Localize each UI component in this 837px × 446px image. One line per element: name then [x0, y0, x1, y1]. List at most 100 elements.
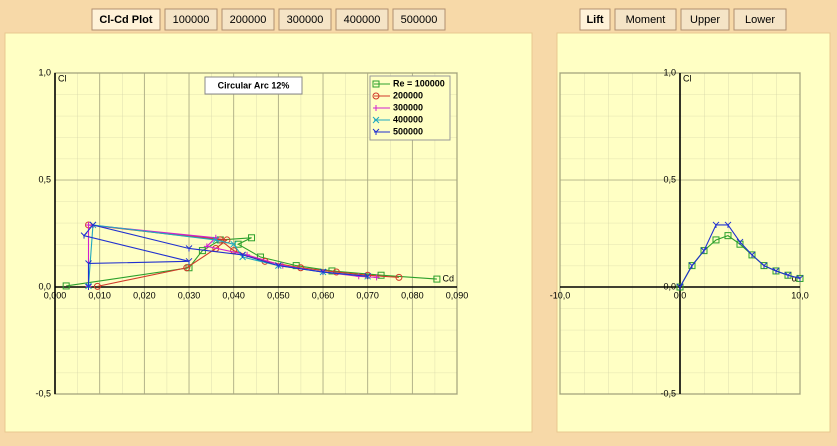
y-axis-label: Cl: [683, 73, 692, 83]
data-point: [736, 238, 744, 246]
x-axis-label: Cd: [442, 273, 454, 283]
legend-label: 400000: [393, 114, 423, 124]
data-point: [712, 236, 720, 244]
title-box: [204, 76, 303, 95]
data-point: [355, 273, 362, 280]
legend-marker: [372, 128, 380, 135]
data-point: [688, 262, 696, 269]
data-point: [62, 282, 70, 290]
data-point: [93, 282, 101, 290]
data-point: [760, 262, 768, 269]
x-tick-label: 0,060: [312, 290, 335, 300]
data-point: [395, 273, 403, 281]
y-tick-label: 1,0: [663, 67, 676, 77]
series-line: [83, 224, 368, 287]
tab[interactable]: 200000: [221, 8, 275, 31]
tab-shape: [164, 8, 218, 31]
tab-shape: [392, 8, 446, 31]
data-point: [85, 221, 92, 228]
data-point: [676, 283, 684, 290]
data-point: [230, 240, 238, 248]
x-tick-label: 0,040: [222, 290, 245, 300]
tab-label: Lower: [745, 14, 775, 26]
data-point: [796, 275, 804, 282]
x-tick-label: -10,0: [550, 290, 571, 300]
tab-shape: [680, 8, 730, 31]
legend-label: 300000: [393, 102, 423, 112]
x-tick-label: 10,0: [791, 290, 809, 300]
data-point: [203, 243, 210, 250]
x-tick-label: 0,080: [401, 290, 424, 300]
tab-label: 100000: [173, 14, 210, 26]
tab[interactable]: Upper: [680, 8, 730, 31]
x-tick-label: 0,010: [88, 290, 111, 300]
tab-shape: [733, 8, 787, 31]
data-point: [183, 264, 191, 272]
legend-marker: [373, 105, 379, 111]
data-point: [772, 267, 780, 274]
legend-label: Re = 100000: [393, 78, 445, 88]
data-point: [80, 232, 88, 239]
tab-label: 300000: [287, 14, 324, 26]
tab-label: Cl-Cd Plot: [99, 14, 152, 26]
y-tick-label: 0,5: [663, 174, 676, 184]
chart-title: Circular Arc 12%: [218, 80, 290, 90]
legend-marker: [372, 80, 380, 88]
tab-label: Lift: [586, 14, 603, 26]
data-point: [85, 260, 92, 267]
tab[interactable]: 400000: [335, 8, 389, 31]
data-point: [239, 251, 246, 258]
data-point: [212, 236, 220, 244]
data-point: [89, 221, 97, 228]
tab-label: 500000: [401, 14, 438, 26]
y-tick-label: 0,0: [38, 281, 51, 291]
series-line: [88, 224, 399, 287]
x-tick-label: 0,050: [267, 290, 290, 300]
y-tick-label: 0,5: [38, 174, 51, 184]
tab-shape: [278, 8, 332, 31]
y-tick-label: 1,0: [38, 67, 51, 77]
x-tick-label: 0,020: [133, 290, 156, 300]
x-tick-label: 0,030: [178, 290, 201, 300]
data-point: [319, 268, 327, 276]
data-point: [248, 234, 256, 242]
legend-marker: [372, 116, 380, 124]
x-axis-label: α: [792, 273, 797, 283]
data-point: [433, 275, 441, 283]
tab[interactable]: 100000: [164, 8, 218, 31]
x-tick-label: 0,070: [356, 290, 379, 300]
y-tick-label: -0,5: [35, 388, 51, 398]
tab-label: Upper: [690, 14, 720, 26]
data-point: [748, 251, 756, 258]
data-point: [373, 274, 380, 281]
legend-marker: [372, 92, 380, 100]
tab[interactable]: Lift: [579, 8, 611, 31]
tab-shape: [221, 8, 275, 31]
data-point: [784, 271, 792, 279]
data-point: [185, 257, 193, 265]
tab-shape: [614, 8, 677, 31]
tab[interactable]: Cl-Cd Plot: [91, 8, 161, 31]
data-point: [332, 268, 340, 276]
tab-label: 400000: [344, 14, 381, 26]
legend: Re = 100000 200000 300000 400000 500000: [369, 75, 451, 141]
tab-shape: [579, 8, 611, 31]
y-axis-label: Cl: [58, 73, 67, 83]
data-point: [724, 221, 732, 228]
tab[interactable]: 500000: [392, 8, 446, 31]
data-point: [712, 221, 720, 228]
data-point: [700, 247, 708, 254]
data-point: [724, 232, 732, 240]
legend-label: 500000: [393, 126, 423, 136]
tab[interactable]: Moment: [614, 8, 677, 31]
tab[interactable]: Lower: [733, 8, 787, 31]
data-point: [364, 272, 372, 280]
tab-shape: [335, 8, 389, 31]
tab[interactable]: 300000: [278, 8, 332, 31]
tab-shape: [91, 8, 161, 31]
x-tick-label: 0,090: [446, 290, 469, 300]
data-point: [377, 271, 385, 279]
data-point: [185, 245, 193, 252]
